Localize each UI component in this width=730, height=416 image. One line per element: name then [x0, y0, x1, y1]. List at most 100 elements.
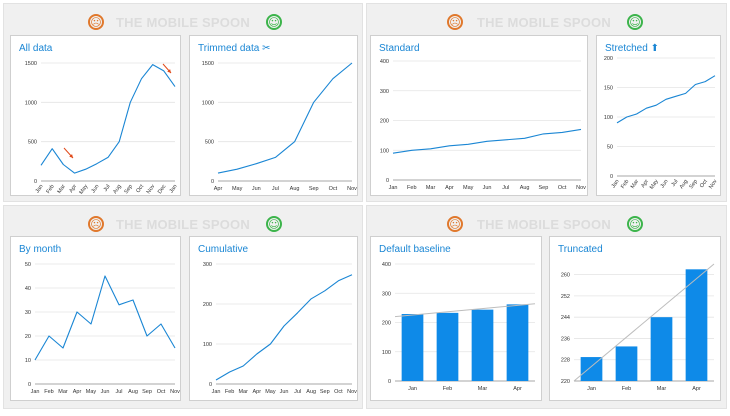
x-tick-label: Oct	[699, 178, 709, 189]
chart-panel-standard: Standard 0 100 200 300 400 Jan Feb Mar Apr May Jun…	[370, 35, 588, 196]
bar-apr	[685, 269, 708, 381]
chart-panel-trimmed: Trimmed data ✂ 0 500 1000 1500 Apr May Jun Jul A…	[189, 35, 358, 196]
smiling-face-icon: ☺	[266, 14, 282, 30]
y-tick-label: 50	[607, 145, 613, 151]
x-tick-label: May	[265, 389, 276, 395]
x-tick-label: Oct	[135, 183, 145, 194]
x-tick-label: Sep	[142, 389, 152, 395]
quadrant-header: ☹ THE MOBILE SPOON ☺	[4, 7, 362, 35]
y-tick-label: 300	[382, 291, 391, 297]
x-tick-label: Jun	[660, 179, 670, 190]
chart-title: All data	[19, 43, 53, 54]
series-line	[392, 128, 582, 154]
series-line	[217, 62, 353, 174]
y-tick-label: 0	[209, 382, 212, 388]
chart-title: Default baseline	[379, 244, 451, 255]
x-tick-label: Feb	[622, 386, 631, 392]
y-tick-label: 1500	[25, 61, 37, 67]
x-tick-label: Apr	[73, 389, 82, 395]
x-tick-label: May	[86, 389, 97, 395]
y-tick-label: 100	[380, 148, 389, 154]
x-tick-label: Jul	[294, 389, 301, 395]
series-line	[616, 75, 716, 124]
x-tick-label: Mar	[58, 389, 68, 395]
chart-title: Trimmed data ✂	[198, 43, 271, 54]
trendline	[573, 263, 715, 382]
x-tick-label: Oct	[334, 389, 343, 395]
frowning-face-icon: ☹	[88, 14, 104, 30]
chart-cumulative: 0 100 200 300 Jan Feb Mar Apr May Jun Jul Aug Sep Oct…	[203, 262, 357, 395]
x-tick-label: Apr	[214, 186, 223, 192]
chart-panel-stretched: Stretched ⬆ 0 50 100 150 200 Jan Feb Mar Apr May J…	[596, 35, 721, 196]
x-tick-label: Jan	[212, 389, 221, 395]
y-tick-label: 260	[561, 273, 570, 279]
y-tick-label: 200	[604, 56, 613, 62]
x-tick-label: Mar	[657, 386, 667, 392]
x-tick-label: Sep	[320, 389, 330, 395]
frowning-face-icon: ☹	[447, 216, 463, 232]
chart-title: By month	[19, 244, 62, 255]
chart-title: Truncated	[558, 244, 603, 255]
trendline	[394, 303, 536, 318]
x-tick-label: Nov	[576, 185, 586, 191]
x-tick-label: Jun	[90, 184, 100, 195]
x-tick-label: Mar	[57, 184, 67, 195]
x-tick-label: Jun	[280, 389, 289, 395]
bar-jan	[580, 357, 603, 381]
x-tick-label: Dec	[157, 184, 168, 196]
frowning-face-icon: ☹	[447, 14, 463, 30]
y-tick-label: 1000	[202, 100, 214, 106]
bar-feb	[615, 346, 638, 381]
x-tick-label: May	[649, 179, 660, 191]
brand-watermark: THE MOBILE SPOON	[477, 217, 611, 232]
x-tick-label: Apr	[253, 389, 262, 395]
quadrant-top-left: ☹ THE MOBILE SPOON ☺ All data 0 500 1000 15…	[3, 3, 363, 202]
brand-watermark: THE MOBILE SPOON	[116, 217, 250, 232]
smiling-face-icon: ☺	[627, 216, 643, 232]
y-tick-label: 300	[203, 262, 212, 268]
chart-panel-by-month: By month 0 10 20 30 40 50 Jan Feb Mar Apr May Jun Ju…	[10, 236, 181, 401]
chart-trimmed: 0 500 1000 1500 Apr May Jun Jul Aug Sep Oct Nov	[202, 61, 357, 192]
y-tick-label: 236	[561, 336, 570, 342]
x-tick-label: Oct	[558, 185, 567, 191]
x-tick-label: Nov	[146, 184, 157, 196]
arrowhead-icon	[167, 69, 171, 73]
y-tick-label: 200	[203, 302, 212, 308]
chart-panel-default-baseline: Default baseline 0 100 200 300 400 Jan Feb Mar A…	[370, 236, 542, 401]
y-tick-label: 400	[382, 262, 391, 268]
y-tick-label: 0	[386, 178, 389, 184]
quadrant-header: ☹ THE MOBILE SPOON ☺	[4, 209, 362, 237]
x-tick-label: Sep	[309, 186, 319, 192]
y-tick-label: 200	[380, 119, 389, 125]
x-tick-label: May	[232, 186, 243, 192]
quadrant-header: ☹ THE MOBILE SPOON ☺	[367, 209, 726, 237]
chart-panel-truncated: Truncated 220 228 236 244 252 260 Jan Feb Mar Apr	[549, 236, 721, 401]
x-tick-label: Jun	[252, 186, 261, 192]
x-tick-label: May	[78, 184, 89, 196]
y-tick-label: 100	[604, 115, 613, 121]
x-tick-label: Jan	[408, 386, 417, 392]
x-tick-label: Feb	[620, 179, 630, 190]
y-tick-label: 0	[34, 179, 37, 185]
x-tick-label: Sep	[689, 179, 700, 190]
x-tick-label: Aug	[679, 179, 690, 190]
x-tick-label: Jan	[169, 184, 179, 195]
x-tick-label: Mar	[630, 179, 640, 190]
x-tick-label: Nov	[708, 179, 719, 191]
x-tick-label: Jan	[587, 386, 596, 392]
x-tick-label: Aug	[306, 389, 316, 395]
chart-by-month: 0 10 20 30 40 50 Jan Feb Mar Apr May Jun Jul Aug Sep Oc…	[25, 262, 180, 395]
x-tick-label: Aug	[520, 185, 530, 191]
x-tick-label: Aug	[128, 389, 138, 395]
x-tick-label: Mar	[238, 389, 248, 395]
brand-watermark: THE MOBILE SPOON	[116, 15, 250, 30]
x-tick-label: Nov	[347, 389, 357, 395]
x-tick-label: Jan	[389, 185, 398, 191]
x-tick-label: Jun	[483, 185, 492, 191]
frowning-face-icon: ☹	[88, 216, 104, 232]
x-tick-label: Jul	[670, 179, 679, 188]
x-tick-label: Mar	[426, 185, 436, 191]
x-tick-label: Feb	[407, 185, 416, 191]
x-tick-label: Oct	[329, 186, 338, 192]
